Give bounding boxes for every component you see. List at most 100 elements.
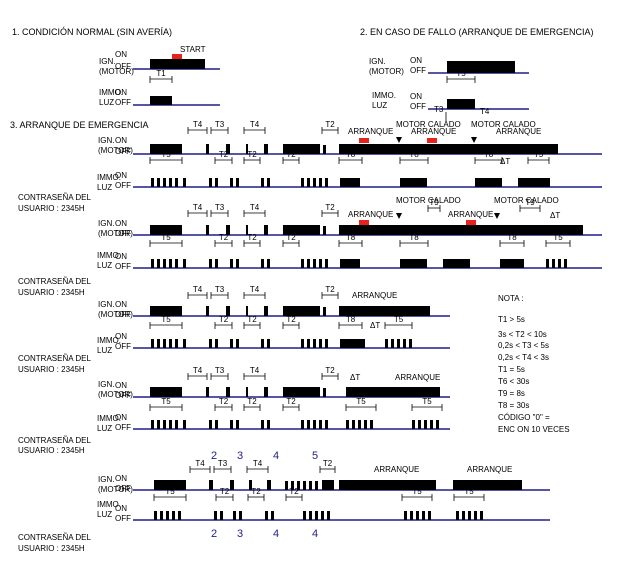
off-label: OFF bbox=[410, 102, 426, 111]
on-label: ON bbox=[410, 56, 422, 65]
signal-high-pulse bbox=[315, 511, 318, 520]
signal-high-pulse bbox=[307, 178, 310, 187]
timing-interval-label: T3 bbox=[215, 366, 225, 375]
timing-interval-label: T2 bbox=[219, 315, 229, 324]
timing-interval-label: T1 bbox=[156, 69, 166, 78]
on-label: ON bbox=[115, 252, 127, 261]
timing-interval-label: T3 bbox=[218, 459, 228, 468]
on-label: ON bbox=[115, 171, 127, 180]
note-line: 3s < T2 < 10s bbox=[498, 330, 547, 339]
off-label: OFF bbox=[115, 514, 131, 523]
signal-name: IMMO. bbox=[99, 88, 123, 97]
start-marker bbox=[172, 54, 182, 59]
timing-interval-label: T4 bbox=[195, 459, 205, 468]
signal-high-pulse bbox=[209, 480, 213, 490]
timing-interval-label: T8 bbox=[507, 233, 517, 242]
timing-interval-label: T4 bbox=[480, 107, 490, 116]
stall-marker bbox=[396, 213, 402, 219]
signal-name: IGN. bbox=[98, 300, 114, 309]
signal-high-pulse bbox=[480, 511, 483, 520]
signal-high-pulse bbox=[424, 420, 427, 429]
timing-interval-label: T5 bbox=[553, 233, 563, 242]
signal-high-pulse bbox=[183, 178, 186, 187]
signal-high-pulse bbox=[323, 388, 326, 397]
signal-high-pulse bbox=[151, 178, 154, 187]
signal-high-pulse bbox=[346, 387, 440, 397]
signal-high-pulse bbox=[236, 420, 239, 429]
arranque-label: ARRANQUE bbox=[395, 373, 440, 382]
signal-high-pulse bbox=[151, 420, 154, 429]
signal-high-pulse bbox=[461, 102, 464, 106]
signal-high-pulse bbox=[169, 178, 172, 187]
code-digits-top: 2 3 4 5 bbox=[211, 450, 318, 462]
timing-interval-label: T3 bbox=[434, 105, 444, 114]
timing-interval-label: T9 bbox=[525, 198, 535, 207]
signal-high-pulse bbox=[264, 306, 268, 316]
signal-high-pulse bbox=[163, 420, 166, 429]
signal-high-pulse bbox=[226, 144, 230, 154]
password-label-1: CONTRASEÑA DEL bbox=[18, 533, 91, 542]
signal-high-pulse bbox=[150, 96, 172, 105]
signal-high-pulse bbox=[339, 480, 436, 490]
signal-high-pulse bbox=[546, 259, 549, 268]
timing-interval-label: T5 bbox=[412, 487, 422, 496]
timing-interval-label: T8 bbox=[346, 150, 356, 159]
signal-high-pulse bbox=[246, 225, 248, 235]
signal-high-pulse bbox=[246, 306, 248, 316]
timing-interval-label: T5 bbox=[356, 397, 366, 406]
signal-high-pulse bbox=[178, 511, 181, 520]
signal-high-pulse bbox=[233, 511, 236, 520]
signal-name: LUZ bbox=[97, 346, 112, 355]
signal-high-pulse bbox=[183, 259, 186, 268]
signal-high-pulse bbox=[209, 178, 212, 187]
password-label-2: USUARIO : 2345H bbox=[18, 544, 85, 553]
timing-interval-label: T5 bbox=[165, 487, 175, 496]
signal-high-pulse bbox=[325, 178, 328, 187]
signal-name: IMMO. bbox=[97, 414, 121, 423]
off-label: OFF bbox=[115, 181, 131, 190]
delta-t-label: ΔT bbox=[550, 211, 560, 220]
signal-high-pulse bbox=[449, 102, 452, 106]
signal-name: IGN. bbox=[99, 57, 115, 66]
signal-name: IGN. bbox=[369, 57, 385, 66]
signal-high-pulse bbox=[309, 511, 312, 520]
signal-high-pulse bbox=[311, 145, 314, 154]
password-label-2: USUARIO : 2345H bbox=[18, 288, 85, 297]
signal-high-pulse bbox=[436, 420, 439, 429]
signal-high-pulse bbox=[301, 259, 304, 268]
signal-high-pulse bbox=[267, 420, 270, 429]
signal-high-pulse bbox=[455, 102, 458, 106]
on-label: ON bbox=[410, 92, 422, 101]
signal-high-pulse bbox=[325, 259, 328, 268]
code-digit: 4 bbox=[273, 450, 279, 462]
arranque-label: ARRANQUE bbox=[448, 210, 493, 219]
signal-high-pulse bbox=[317, 145, 320, 154]
signal-high-pulse bbox=[163, 339, 166, 348]
code-digits-bottom: 2 3 4 4 bbox=[211, 528, 318, 540]
signal-high-pulse bbox=[400, 178, 427, 187]
note-line: T6 < 30s bbox=[498, 377, 529, 386]
timing-interval-label: T2 bbox=[247, 397, 257, 406]
delta-t-label: ΔT bbox=[350, 373, 360, 382]
signal-high-pulse bbox=[271, 511, 274, 520]
note-line: ENC ON 10 VECES bbox=[498, 425, 570, 434]
timing-interval-label: T2 bbox=[251, 487, 261, 496]
signal-name: (MOTOR) bbox=[98, 146, 133, 155]
signal-high-pulse bbox=[206, 225, 209, 235]
signal-high-pulse bbox=[319, 339, 322, 348]
signal-high-pulse bbox=[236, 178, 239, 187]
timing-interval-label: T8 bbox=[409, 233, 419, 242]
timing-interval-label: T3 bbox=[215, 285, 225, 294]
signal-name: (MOTOR) bbox=[98, 310, 133, 319]
signal-high-pulse bbox=[307, 420, 310, 429]
signal-high-pulse bbox=[397, 339, 400, 348]
signal-high-pulse bbox=[339, 225, 583, 235]
signal-high-pulse bbox=[172, 511, 175, 520]
signal-high-pulse bbox=[215, 259, 218, 268]
signal-high-pulse bbox=[340, 178, 360, 187]
signal-name: IMMO. bbox=[97, 336, 121, 345]
signal-high-pulse bbox=[315, 481, 318, 490]
signal-high-pulse bbox=[157, 259, 160, 268]
on-label: ON bbox=[115, 88, 127, 97]
signal-high-pulse bbox=[267, 480, 271, 490]
